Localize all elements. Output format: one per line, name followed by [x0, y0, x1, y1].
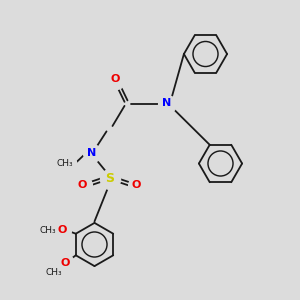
Text: CH₃: CH₃ [40, 226, 56, 235]
Text: O: O [78, 179, 87, 190]
Text: O: O [132, 179, 141, 190]
Text: N: N [162, 98, 171, 109]
Text: O: O [58, 225, 67, 235]
Text: S: S [105, 172, 114, 185]
Text: N: N [87, 148, 96, 158]
Text: CH₃: CH₃ [56, 159, 73, 168]
Text: O: O [111, 74, 120, 85]
Text: CH₃: CH₃ [46, 268, 62, 277]
Text: O: O [60, 258, 69, 268]
